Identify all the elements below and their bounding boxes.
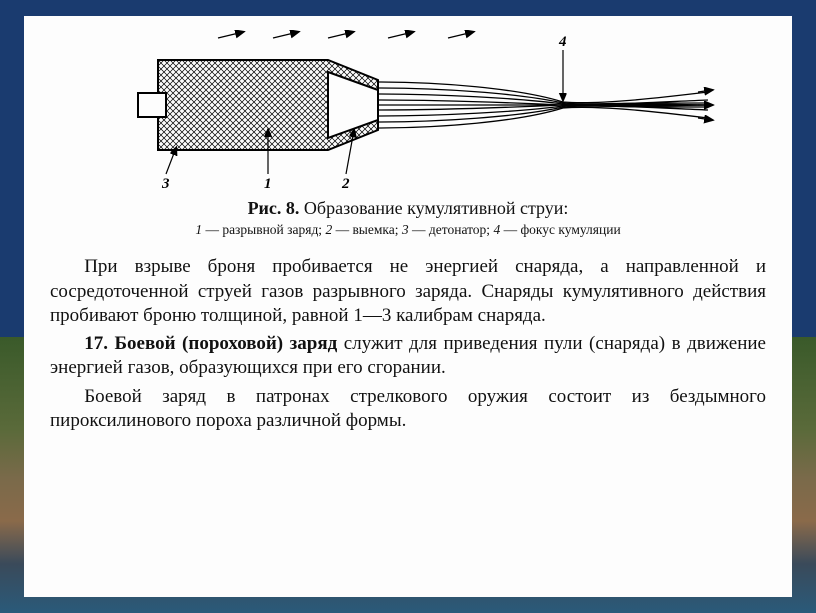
figure-wrap: 3 1 2 4	[50, 30, 766, 190]
document-page: 3 1 2 4 Рис. 8. Образование кумулятивной ст…	[24, 16, 792, 597]
legend-num: 1	[195, 222, 202, 237]
body-text: При взрыве броня пробивается не энергией…	[50, 255, 766, 433]
jet-streamlines	[378, 82, 708, 128]
svg-text:2: 2	[341, 176, 350, 190]
figure-number: Рис. 8.	[248, 198, 300, 218]
legend-num: 3	[402, 222, 409, 237]
shaped-charge-diagram: 3 1 2 4	[98, 30, 718, 190]
legend-num: 4	[493, 222, 500, 237]
paragraph-3: Боевой заряд в патронах стрелкового оруж…	[50, 385, 766, 434]
paragraph-1: При взрыве броня пробивается не энергией…	[50, 255, 766, 328]
blast-arrows-top	[218, 32, 473, 38]
legend-num: 2	[325, 222, 332, 237]
paragraph-2-lead: 17. Боевой (пороховой) заряд	[84, 333, 337, 354]
svg-text:4: 4	[558, 34, 567, 50]
detonator-block	[138, 93, 166, 117]
figure-caption: Рис. 8. Образование кумулятивной струи:	[50, 198, 766, 219]
figure-legend: 1 — разрывной заряд; 2 — выемка; 3 — дет…	[128, 221, 688, 239]
figure-title: Образование кумулятивной струи:	[304, 198, 569, 218]
svg-text:1: 1	[264, 176, 272, 190]
svg-text:3: 3	[161, 176, 170, 190]
jet-arrowheads	[698, 90, 712, 120]
paragraph-2: 17. Боевой (пороховой) заряд служит для …	[50, 332, 766, 381]
